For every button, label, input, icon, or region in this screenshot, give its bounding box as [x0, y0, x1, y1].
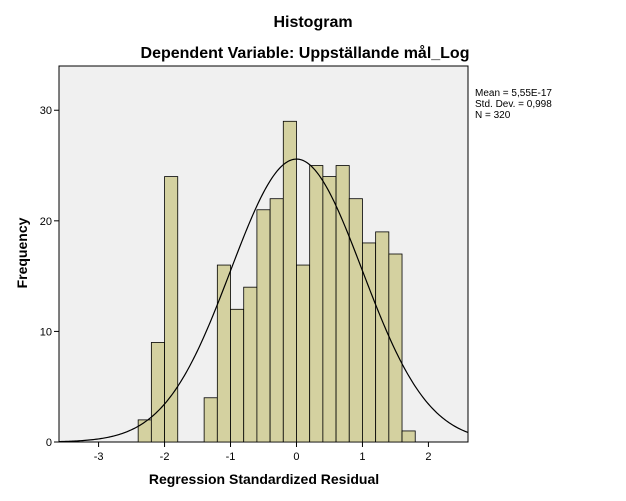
y-axis-ticks: 0 10 20 30 — [40, 105, 59, 449]
stat-mean: Mean = 5,55E-17 — [475, 88, 552, 99]
y-tick-label: 30 — [40, 105, 52, 117]
normal-curve — [58, 158, 469, 443]
y-axis-label: Frequency — [14, 217, 30, 288]
histogram-bar — [256, 209, 271, 443]
histogram-bar — [243, 286, 258, 443]
histogram-bar — [269, 198, 284, 443]
histogram-bar — [388, 253, 403, 443]
histogram-bar — [296, 264, 311, 443]
x-tick-label: 2 — [425, 451, 431, 463]
histogram-bar — [348, 198, 363, 443]
histogram-bar — [230, 308, 245, 443]
histogram-bar — [203, 397, 218, 443]
histogram-bar — [375, 231, 390, 443]
histogram-bar — [322, 176, 337, 443]
histogram-bar — [309, 165, 324, 443]
x-tick-label: -3 — [94, 451, 104, 463]
stat-std-dev: Std. Dev. = 0,998 — [475, 99, 552, 110]
x-tick-label: 1 — [359, 451, 365, 463]
histogram-bar — [401, 430, 416, 443]
y-tick-label: 0 — [46, 437, 52, 449]
x-tick-label: -1 — [226, 451, 236, 463]
chart-subtitle: Dependent Variable: Uppställande mål_Log — [141, 44, 470, 62]
histogram-bar — [137, 419, 152, 443]
histogram-bar — [164, 176, 179, 443]
x-axis-label: Regression Standardized Residual — [149, 471, 379, 487]
chart-title: Histogram — [273, 14, 352, 31]
histogram-bar — [216, 264, 231, 443]
histogram-bar — [362, 242, 377, 443]
x-tick-label: -2 — [160, 451, 170, 463]
histogram-bar — [282, 120, 297, 443]
x-axis-ticks: -3 -2 -1 0 1 2 — [94, 442, 431, 463]
x-tick-label: 0 — [293, 451, 299, 463]
histogram-bar — [335, 165, 350, 443]
bars-group — [137, 120, 416, 443]
stats-box: Mean = 5,55E-17 Std. Dev. = 0,998 N = 32… — [475, 88, 552, 121]
histogram-bar — [150, 342, 165, 443]
y-tick-label: 20 — [40, 216, 52, 228]
stat-n: N = 320 — [475, 110, 511, 121]
y-tick-label: 10 — [40, 326, 52, 338]
